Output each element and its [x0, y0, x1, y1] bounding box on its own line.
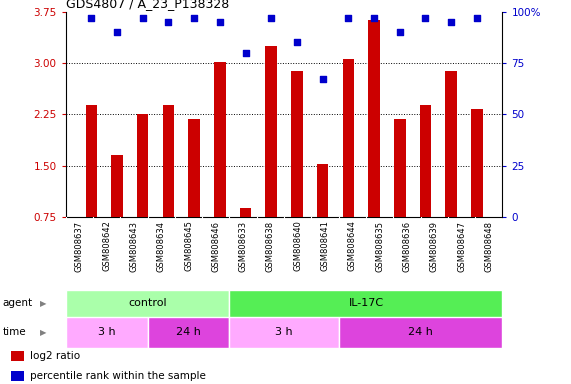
Bar — [291, 71, 303, 217]
Point — [215, 19, 224, 25]
Point — [369, 15, 379, 21]
Point — [292, 39, 301, 45]
Bar — [343, 60, 354, 217]
Point — [190, 15, 199, 21]
Bar — [420, 105, 431, 217]
Bar — [66, 290, 230, 317]
Text: 24 h: 24 h — [176, 327, 201, 337]
Point — [344, 15, 353, 21]
Bar — [66, 317, 147, 348]
Bar — [86, 105, 97, 217]
Bar — [368, 20, 380, 217]
Point — [267, 15, 276, 21]
Text: GSM808636: GSM808636 — [403, 220, 412, 272]
Bar — [240, 208, 251, 217]
Text: GSM808646: GSM808646 — [211, 220, 220, 271]
Bar — [445, 71, 457, 217]
Bar — [266, 46, 277, 217]
Point — [472, 15, 481, 21]
Point — [164, 19, 173, 25]
Text: GSM808637: GSM808637 — [75, 220, 84, 272]
Bar — [163, 105, 174, 217]
Text: GDS4807 / A_23_P138328: GDS4807 / A_23_P138328 — [66, 0, 229, 10]
Text: GSM808648: GSM808648 — [484, 220, 493, 271]
Point — [421, 15, 430, 21]
Bar — [230, 317, 339, 348]
Text: percentile rank within the sample: percentile rank within the sample — [30, 371, 206, 381]
Point — [87, 15, 96, 21]
Text: GSM808644: GSM808644 — [348, 220, 357, 271]
Text: GSM808645: GSM808645 — [184, 220, 193, 271]
Text: GSM808647: GSM808647 — [457, 220, 466, 271]
Text: GSM808641: GSM808641 — [320, 220, 329, 271]
Bar — [214, 61, 226, 217]
Text: ▶: ▶ — [39, 299, 46, 308]
Point — [241, 50, 250, 56]
Bar — [11, 371, 24, 381]
Text: GSM808642: GSM808642 — [102, 220, 111, 271]
Point — [318, 76, 327, 83]
Bar — [147, 317, 230, 348]
Text: GSM808635: GSM808635 — [375, 220, 384, 271]
Point — [138, 15, 147, 21]
Bar — [188, 119, 200, 217]
Bar — [471, 109, 482, 217]
Text: GSM808638: GSM808638 — [266, 220, 275, 272]
Text: ▶: ▶ — [39, 328, 46, 337]
Point — [395, 29, 404, 35]
Text: GSM808639: GSM808639 — [430, 220, 439, 271]
Text: GSM808640: GSM808640 — [293, 220, 302, 271]
Bar — [339, 317, 502, 348]
Text: control: control — [128, 298, 167, 308]
Bar — [111, 156, 123, 217]
Bar — [394, 119, 405, 217]
Bar — [11, 351, 24, 361]
Bar — [317, 164, 328, 217]
Text: IL-17C: IL-17C — [348, 298, 384, 308]
Text: time: time — [3, 327, 26, 337]
Bar — [137, 114, 148, 217]
Text: GSM808634: GSM808634 — [156, 220, 166, 271]
Point — [112, 29, 122, 35]
Point — [447, 19, 456, 25]
Text: 3 h: 3 h — [98, 327, 115, 337]
Text: 24 h: 24 h — [408, 327, 433, 337]
Text: 3 h: 3 h — [275, 327, 293, 337]
Text: log2 ratio: log2 ratio — [30, 351, 80, 361]
Text: agent: agent — [3, 298, 33, 308]
Text: GSM808643: GSM808643 — [130, 220, 138, 271]
Bar — [230, 290, 502, 317]
Text: GSM808633: GSM808633 — [239, 220, 248, 272]
